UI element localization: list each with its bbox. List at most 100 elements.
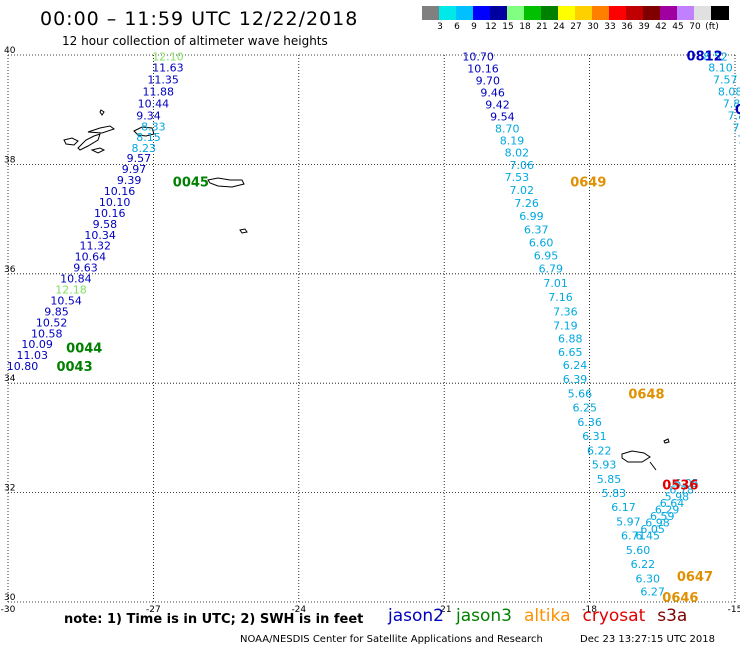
legend-item-altika: altika xyxy=(524,606,571,626)
color-swatch xyxy=(490,6,508,20)
color-swatch xyxy=(439,6,457,20)
y-tick-label: 32 xyxy=(4,484,15,494)
pass-time-label: 0646 xyxy=(662,591,698,606)
island-outline xyxy=(663,438,670,444)
pass-time-label: 0043 xyxy=(56,360,92,375)
y-tick-label: 40 xyxy=(4,46,16,56)
color-scale-label: 45 xyxy=(672,22,684,32)
color-scale-label: 30 xyxy=(587,22,599,32)
color-swatch xyxy=(575,6,593,20)
legend-item-jason2: jason2 xyxy=(388,606,444,626)
credit-line: NOAA/NESDIS Center for Satellite Applica… xyxy=(240,634,543,645)
swh-sample-jason2: 11.32 xyxy=(79,240,111,253)
swh-sample-jason2: 10.44 xyxy=(138,98,170,111)
swh-sample-jason2: 12.10 xyxy=(152,50,184,63)
swh-sample-jason3: 6.65 xyxy=(558,346,583,359)
pass-time-label: 0045 xyxy=(173,175,209,190)
color-swatch xyxy=(694,6,712,20)
swh-sample-jason3: 9.46 xyxy=(480,87,505,100)
color-scale-label: 70 xyxy=(689,22,701,32)
x-tick-label: -21 xyxy=(437,605,452,615)
swh-sample-jason2: 10.54 xyxy=(50,294,82,307)
island-outline xyxy=(239,228,248,234)
swh-sample-jason3: 10.70 xyxy=(462,50,494,63)
swh-sample-jason3: 6.59 xyxy=(650,510,675,523)
color-swatch xyxy=(422,6,440,20)
swh-sample-jason3: 6.05 xyxy=(640,523,665,536)
color-swatch xyxy=(541,6,559,20)
legend-item-cryosat: cryosat xyxy=(582,606,646,626)
color-scale-label: 36 xyxy=(621,22,633,32)
y-tick-label: 30 xyxy=(4,593,16,603)
color-scale-label: 18 xyxy=(519,22,531,32)
swh-sample-jason3: 5.85 xyxy=(597,473,622,486)
swh-sample-jason3: 5.93 xyxy=(592,459,617,472)
swh-sample-jason2: 11.88 xyxy=(142,85,174,98)
y-tick-label: 38 xyxy=(4,155,16,165)
swh-sample-jason2: 10.09 xyxy=(21,338,53,351)
x-tick-label: -27 xyxy=(146,605,161,615)
grid-lines xyxy=(7,54,736,603)
swh-sample-jason3: 6.39 xyxy=(563,373,588,386)
color-swatch xyxy=(456,6,474,20)
swh-sample-jason2: 9.85 xyxy=(44,305,69,318)
swh-sample-jason3: 5.83 xyxy=(602,487,627,500)
color-scale-label: 33 xyxy=(604,22,616,32)
map-title: 00:00 – 11:59 UTC 12/22/2018 xyxy=(40,8,359,30)
color-scale-label: 6 xyxy=(454,22,460,32)
swh-sample-jason2: 10.80 xyxy=(7,360,39,373)
swh-sample-jason2: 10.16 xyxy=(94,207,126,220)
swh-sample-jason3: 7.19 xyxy=(553,320,578,333)
swh-sample-jason2: 9.34 xyxy=(136,110,161,123)
color-swatch xyxy=(643,6,661,20)
swh-sample-jason3: 8.19 xyxy=(500,135,525,148)
color-scale-label: 12 xyxy=(485,22,497,32)
swh-sample-jason3: 6.64 xyxy=(660,497,685,510)
color-scale-label: (ft) xyxy=(705,22,719,32)
swh-sample-jason3: 7.02 xyxy=(509,184,534,197)
units-note: note: 1) Time is in UTC; 2) SWH is in fe… xyxy=(64,612,364,627)
pass-time-label: 0044 xyxy=(66,342,102,357)
island-outline xyxy=(77,133,101,151)
color-swatch xyxy=(558,6,576,20)
swh-sample-jason2: 9.57 xyxy=(127,152,152,165)
swh-sample-jason3: 7.53 xyxy=(505,171,530,184)
swh-sample-jason3: 6.22 xyxy=(631,558,656,571)
color-scale-label: 39 xyxy=(638,22,650,32)
color-swatch xyxy=(524,6,542,20)
swh-sample-jason2: 10.64 xyxy=(75,251,107,264)
swh-sample-jason3: 6.17 xyxy=(611,501,636,514)
pass-time-label: 0812 xyxy=(687,49,723,64)
color-scale-label: 27 xyxy=(570,22,582,32)
color-scale-label: 42 xyxy=(655,22,667,32)
swh-sample-jason3: 6.24 xyxy=(563,359,588,372)
swh-sample-jason2: 10.52 xyxy=(36,316,68,329)
swh-sample-jason3: 6.25 xyxy=(573,402,598,415)
axis-ticks: -30 -27 -24 -21 -18 -15 40 38 36 34 32 30 xyxy=(1,46,740,615)
x-tick-label: -15 xyxy=(728,605,740,615)
color-scale-label: 3 xyxy=(437,22,443,32)
swh-sample-jason3: 6.31 xyxy=(582,430,607,443)
pass-time-label: 0647 xyxy=(677,570,713,585)
color-scale-label: 21 xyxy=(536,22,548,32)
swh-sample-jason3: 6.05 xyxy=(674,477,699,490)
swh-sample-altika: 8.10 xyxy=(708,61,733,74)
color-scale-label: 15 xyxy=(502,22,514,32)
map-subtitle: 12 hour collection of altimeter wave hei… xyxy=(62,34,328,48)
swh-sample-jason2: 11.03 xyxy=(16,349,48,362)
island-outline xyxy=(207,177,245,188)
swh-sample-jason2: 11.63 xyxy=(152,61,184,74)
wave-height-samples: 12.1011.6311.3511.8810.449.348.338.158.2… xyxy=(7,50,740,598)
swh-sample-jason3: 6.88 xyxy=(558,333,583,346)
color-swatch xyxy=(626,6,644,20)
swh-sample-jason2: 10.58 xyxy=(31,327,63,340)
swh-sample-jason3: 6.60 xyxy=(529,236,554,249)
swh-sample-jason3: 6.30 xyxy=(636,572,661,585)
pass-time-label: 0648 xyxy=(628,388,664,403)
swh-sample-altika: 7.19 xyxy=(732,122,740,135)
color-swatch xyxy=(660,6,678,20)
swh-sample-jason2: 10.10 xyxy=(99,196,131,209)
y-tick-label: 36 xyxy=(4,265,16,275)
island-outline xyxy=(133,126,155,137)
